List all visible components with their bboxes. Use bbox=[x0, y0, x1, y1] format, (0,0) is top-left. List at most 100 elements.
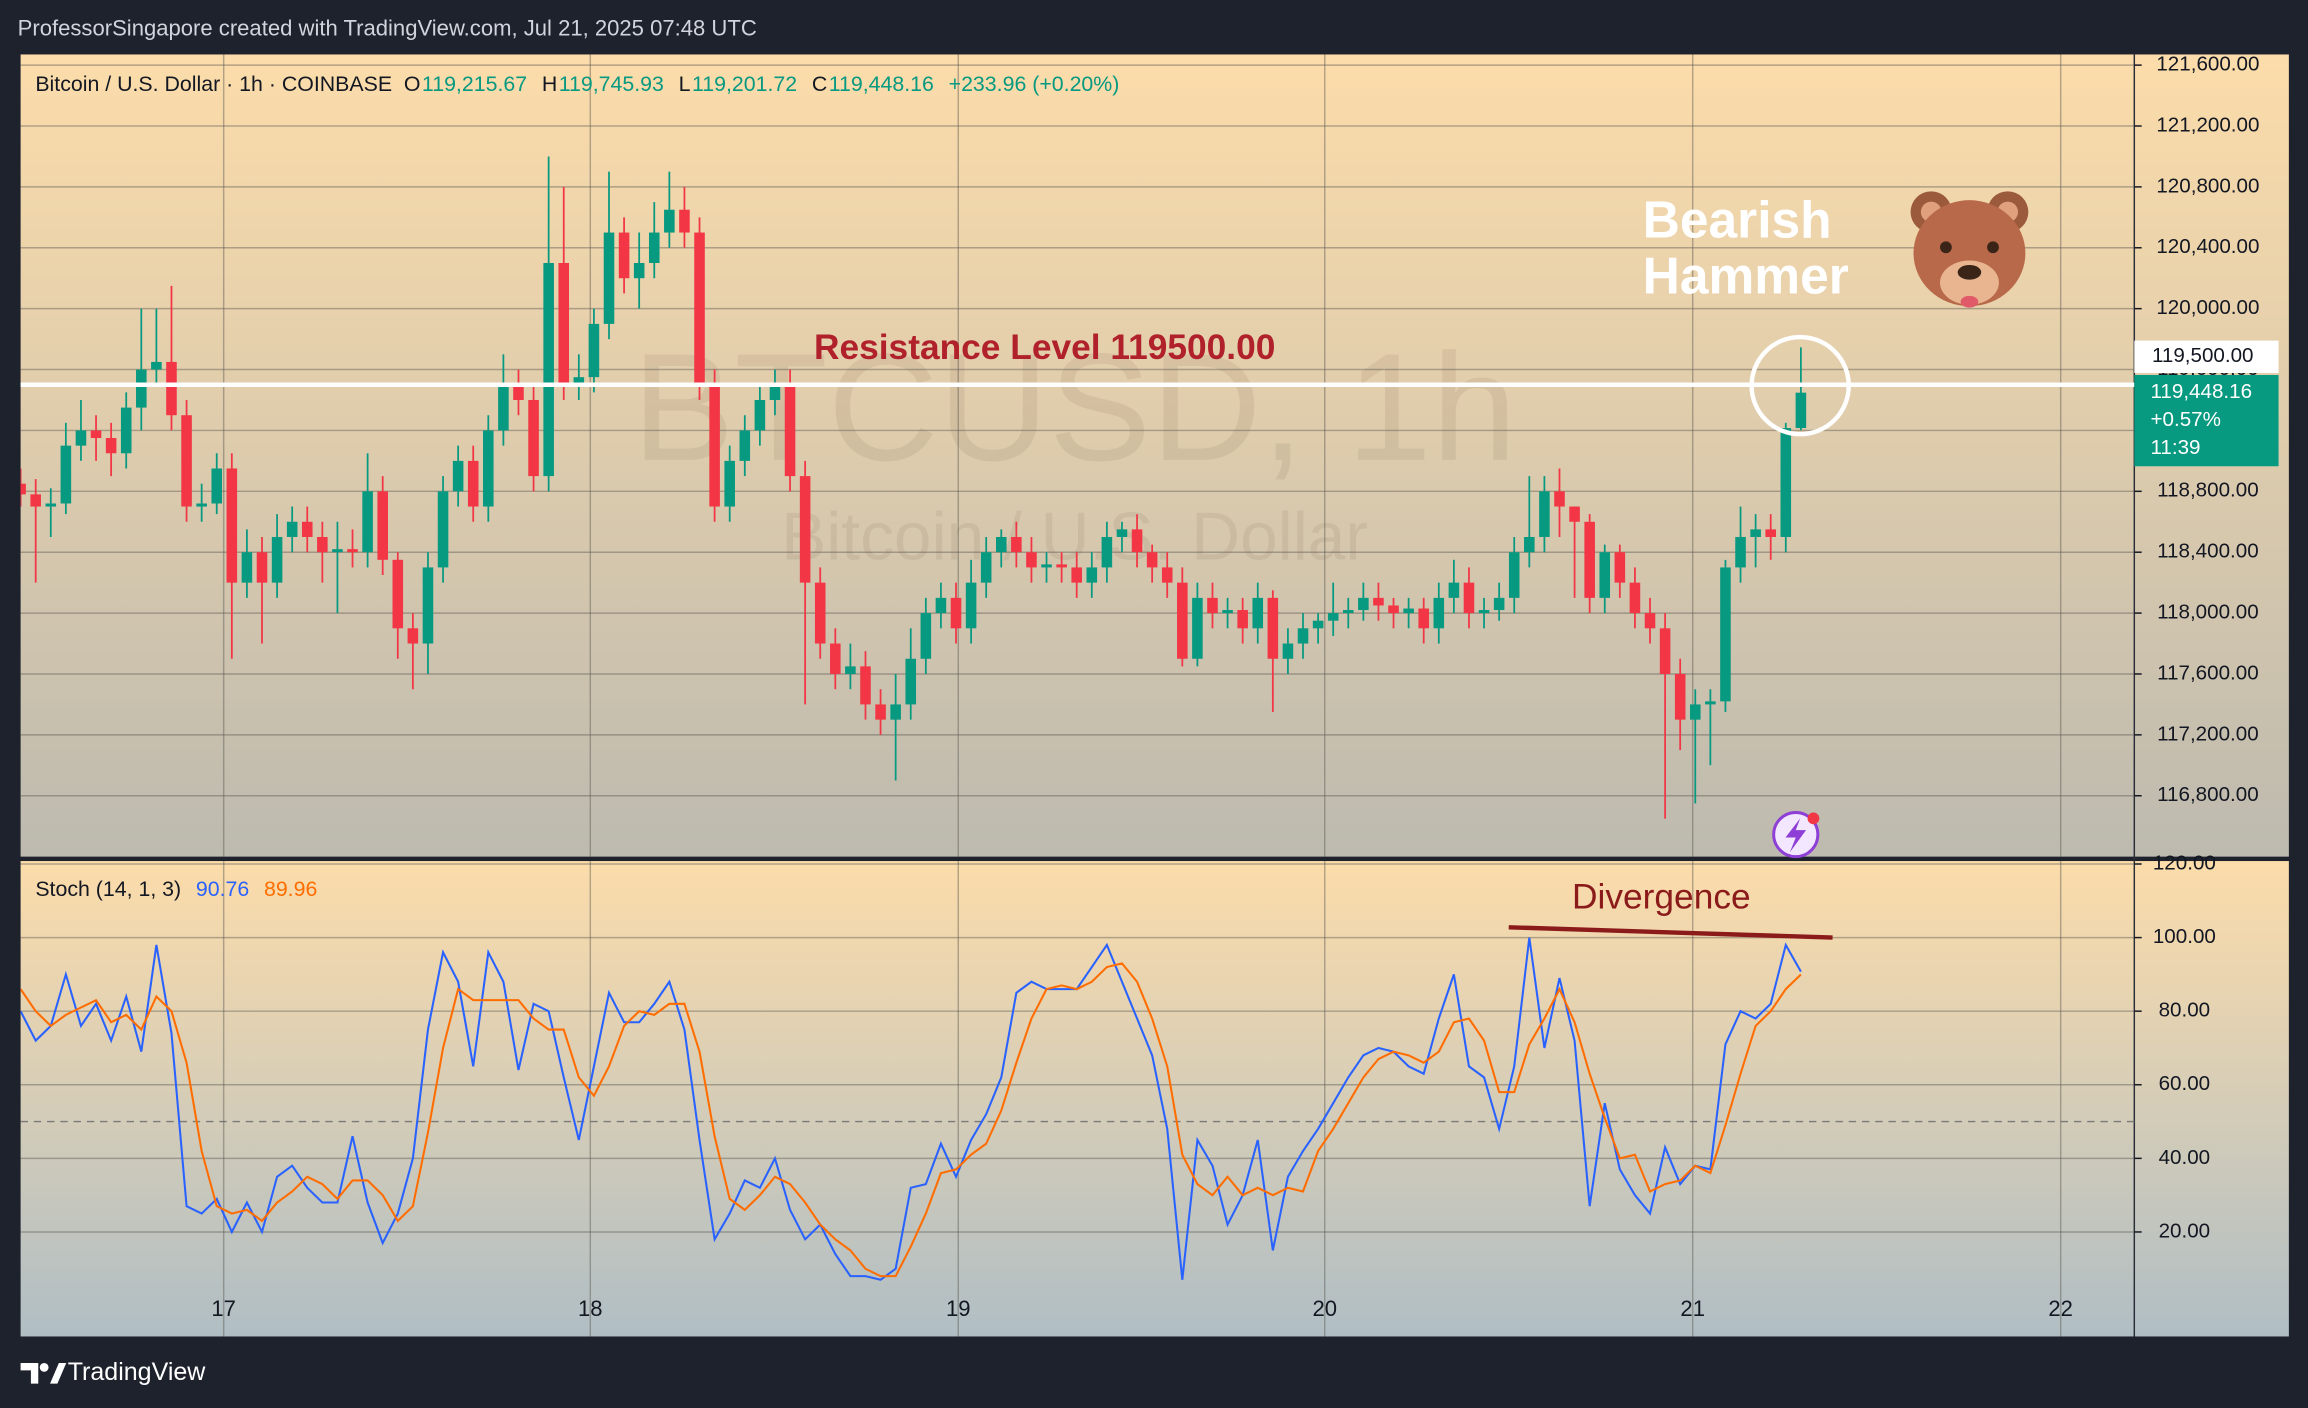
candle-body bbox=[799, 476, 811, 583]
candle-body bbox=[739, 430, 751, 461]
last-price-change: +0.57% bbox=[2151, 408, 2221, 431]
candle-body bbox=[875, 704, 886, 720]
candle-body bbox=[151, 361, 162, 370]
grid bbox=[20, 54, 2135, 1337]
x-tick-label: 20 bbox=[1312, 1296, 1337, 1321]
watermark-name: Bitcoin / U.S. Dollar bbox=[781, 500, 1368, 575]
divergence-label: Divergence bbox=[1572, 878, 1751, 917]
legend-text: 90.76 bbox=[196, 877, 249, 901]
candle-body bbox=[1735, 536, 1746, 568]
candle-body bbox=[1584, 521, 1595, 598]
candle-body bbox=[90, 430, 102, 439]
annotation: Hammer bbox=[1643, 246, 1849, 304]
candle-body bbox=[618, 232, 630, 279]
last-price-label: 119,448.16 bbox=[2151, 380, 2253, 403]
watermark-symbol: BTCUSD, 1h bbox=[632, 322, 1517, 493]
candle-body bbox=[528, 399, 539, 477]
candle-body bbox=[1539, 491, 1550, 537]
candle-body bbox=[1689, 704, 1701, 720]
candle-body bbox=[573, 377, 585, 385]
candle-body bbox=[301, 521, 313, 537]
candle-body bbox=[648, 232, 660, 263]
candle-body bbox=[1071, 567, 1082, 583]
legend-text: 119,201.72 bbox=[692, 72, 797, 96]
candle-body bbox=[105, 438, 117, 454]
candle-body bbox=[1342, 610, 1354, 614]
y-tick-label: 116,800.00 bbox=[2157, 783, 2259, 806]
candle-body bbox=[422, 567, 434, 644]
candle-body bbox=[1146, 552, 1158, 568]
candle-body bbox=[890, 704, 901, 720]
y-tick-label: 118,000.00 bbox=[2157, 601, 2259, 624]
candle-body bbox=[1508, 552, 1520, 598]
candle-body bbox=[1282, 643, 1294, 659]
candle-body bbox=[1222, 610, 1233, 614]
candle-body bbox=[226, 468, 238, 583]
y-tick-label: 120,400.00 bbox=[2156, 235, 2259, 258]
candle-body bbox=[1720, 567, 1731, 702]
candle-body bbox=[603, 232, 615, 324]
candle-body bbox=[392, 559, 404, 629]
candle-body bbox=[1614, 552, 1626, 583]
candle-body bbox=[784, 384, 796, 477]
candle-body bbox=[377, 491, 388, 560]
candles bbox=[20, 156, 1807, 819]
x-tick-label: 19 bbox=[946, 1296, 971, 1321]
y-tick-label: 118,400.00 bbox=[2157, 540, 2259, 563]
y-tick-label: 117,200.00 bbox=[2157, 722, 2259, 745]
y-tick-label: 120,800.00 bbox=[2156, 174, 2259, 197]
candle-body bbox=[1026, 552, 1037, 568]
stoch-line bbox=[20, 962, 1802, 1278]
candle-body bbox=[317, 536, 328, 553]
candle-body bbox=[286, 521, 298, 537]
candle-body bbox=[362, 491, 373, 553]
legend-text: +233.96 (+0.20%) bbox=[949, 72, 1120, 96]
candle-body bbox=[45, 503, 57, 507]
candle-body bbox=[830, 643, 841, 674]
candle-body bbox=[1373, 597, 1384, 606]
candle-body bbox=[120, 407, 132, 454]
candle-body bbox=[860, 666, 871, 705]
y-tick-label: 118,800.00 bbox=[2157, 479, 2259, 502]
candle-body bbox=[633, 262, 645, 279]
main-pane bbox=[20, 54, 2289, 857]
candle-body bbox=[452, 460, 464, 492]
candle-body bbox=[1297, 628, 1309, 644]
y-tick-label: 40.00 bbox=[2159, 1146, 2211, 1169]
candle-body bbox=[166, 361, 177, 416]
candle-body bbox=[920, 613, 932, 659]
candle-body bbox=[407, 628, 419, 644]
highlight-circle bbox=[1749, 334, 1851, 437]
footer-brand: TradingView bbox=[68, 1358, 207, 1386]
candle-body bbox=[588, 323, 600, 378]
candle-body bbox=[498, 384, 509, 431]
candle-body bbox=[467, 460, 479, 507]
last-price-tag bbox=[2134, 374, 2279, 467]
overlay: 116,800.00 117,200.00 117,600.00 118,000.00… bbox=[20, 53, 2279, 1321]
candle-body bbox=[1177, 582, 1188, 659]
candle-body bbox=[1433, 597, 1445, 629]
candle-body bbox=[995, 536, 1007, 553]
candle-body bbox=[30, 494, 41, 507]
candle-body bbox=[1131, 529, 1143, 553]
candle-body bbox=[1011, 536, 1022, 553]
legend-text: Bitcoin / U.S. Dollar · 1h · COINBASE bbox=[35, 72, 392, 96]
candle-body bbox=[754, 399, 766, 431]
candle-body bbox=[1659, 628, 1671, 674]
x-tick-label: 18 bbox=[578, 1296, 603, 1321]
legend-text: Stoch (14, 1, 3) bbox=[35, 877, 181, 901]
resistance-axis-tag bbox=[2134, 340, 2279, 373]
candle-body bbox=[1524, 536, 1535, 553]
candle-body bbox=[1388, 605, 1399, 614]
candle-body bbox=[724, 460, 735, 507]
y-tick-label: 121,200.00 bbox=[2156, 113, 2259, 136]
y-tick-label: 120.00 bbox=[2153, 851, 2216, 874]
candle-body bbox=[1780, 428, 1792, 537]
candle-body bbox=[483, 430, 494, 507]
stoch-pane bbox=[20, 861, 2289, 1337]
y-tick-label: 20.00 bbox=[2159, 1219, 2211, 1242]
candle-body bbox=[1312, 620, 1324, 629]
y-tick-label: 117,600.00 bbox=[2157, 661, 2259, 684]
